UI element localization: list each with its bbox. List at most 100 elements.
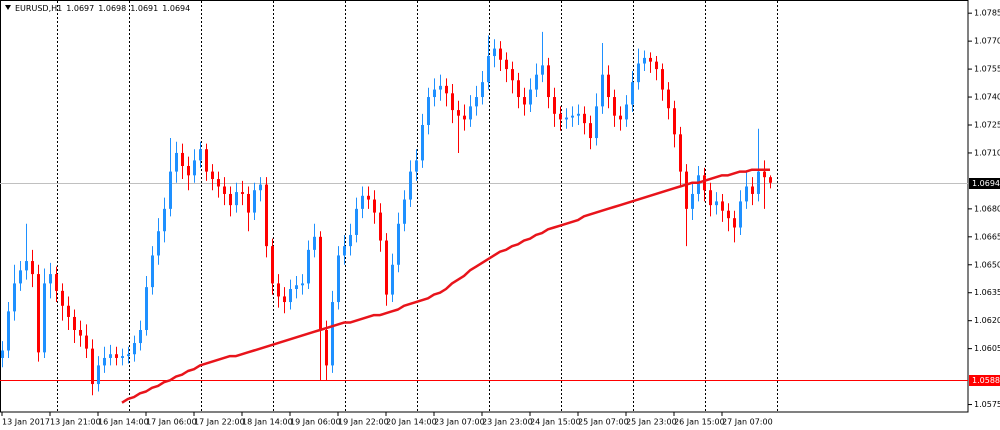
y-tick-label: 1.0605 — [974, 344, 1000, 353]
candle-body — [295, 285, 298, 289]
candle-body — [445, 85, 448, 94]
candle-body — [523, 97, 526, 105]
candle-body — [277, 283, 280, 297]
symbol: EURUSD,H1 — [15, 4, 62, 13]
candle-body — [739, 201, 742, 228]
candle-body — [337, 255, 340, 303]
candle-body — [631, 82, 634, 105]
candle-body — [691, 193, 694, 209]
x-tick-label: 25 Jan 07:00 — [578, 418, 629, 427]
candle-body — [703, 175, 706, 191]
candle-body — [655, 61, 658, 70]
candle-body — [343, 246, 346, 256]
candle-body — [181, 152, 184, 166]
candle-body — [439, 85, 442, 90]
candle-body — [283, 296, 286, 303]
candle-body — [661, 69, 664, 90]
candle-body — [85, 335, 88, 349]
x-tick-label: 13 Jan 2017 — [2, 418, 50, 427]
y-tick-label: 1.0785 — [974, 9, 1000, 18]
candle-body — [769, 177, 772, 183]
candle-body — [373, 199, 376, 213]
candle-body — [589, 123, 592, 139]
candle-body — [223, 186, 226, 194]
candle-body — [751, 186, 754, 194]
candle-body — [535, 74, 538, 90]
candle-body — [505, 59, 508, 70]
candle-body — [403, 199, 406, 224]
y-tick-label: 1.0710 — [974, 148, 1000, 157]
candle-body — [79, 330, 82, 336]
plot-frame — [0, 0, 969, 413]
header-close: 1.0694 — [162, 4, 190, 13]
candle-body — [133, 343, 136, 355]
candle-body — [247, 193, 250, 213]
candle-body — [385, 240, 388, 295]
header-high: 1.0698 — [98, 4, 126, 13]
y-tick-label: 1.0770 — [974, 37, 1000, 46]
candle-body — [481, 82, 484, 98]
x-tick-label: 25 Jan 23:00 — [626, 418, 677, 427]
candle-body — [217, 179, 220, 187]
candle-body — [151, 255, 154, 288]
candle-body — [259, 184, 262, 191]
candle-body — [643, 57, 646, 64]
candle-body — [427, 97, 430, 125]
x-tick-label: 23 Jan 07:00 — [434, 418, 485, 427]
y-tick-label: 1.0620 — [974, 316, 1000, 325]
candle-body — [265, 184, 268, 247]
candle-body — [451, 93, 454, 111]
candle-body — [391, 264, 394, 295]
candle-body — [649, 57, 652, 62]
price-label-box — [969, 375, 1000, 386]
candle-body — [469, 106, 472, 120]
candle-body — [379, 212, 382, 241]
x-tick-label: 19 Jan 06:00 — [290, 418, 341, 427]
candle-body — [529, 89, 532, 105]
candle-body — [109, 354, 112, 358]
price-label-box — [969, 178, 1000, 189]
candle-body — [253, 190, 256, 213]
x-tick-label: 20 Jan 14:00 — [386, 418, 437, 427]
x-tick-label: 19 Jan 22:00 — [338, 418, 389, 427]
candle-body — [583, 113, 586, 124]
candle-body — [685, 171, 688, 209]
candle-body — [397, 223, 400, 265]
y-tick-label: 1.0635 — [974, 288, 1000, 297]
candle-body — [361, 195, 364, 209]
candle-body — [517, 80, 520, 98]
candle-body — [349, 234, 352, 247]
y-tick-label: 1.0725 — [974, 121, 1000, 130]
x-tick-label: 13 Jan 21:00 — [50, 418, 101, 427]
chart-header: EURUSD,H1 1.0697 1.0698 1.0691 1.0694 — [15, 4, 190, 13]
candle-body — [211, 171, 214, 180]
candle-body — [331, 302, 334, 366]
candle-body — [103, 357, 106, 366]
candle-body — [235, 192, 238, 206]
x-tick-label: 18 Jan 14:00 — [242, 418, 293, 427]
candle-body — [301, 283, 304, 286]
candle-body — [727, 210, 730, 219]
x-tick-label: 17 Jan 06:00 — [146, 418, 197, 427]
candle-body — [49, 274, 52, 284]
x-tick-label: 24 Jan 15:00 — [530, 418, 581, 427]
x-tick-label: 27 Jan 07:00 — [722, 418, 773, 427]
menu-triangle[interactable] — [5, 5, 11, 10]
candle-body — [241, 192, 244, 194]
header-low: 1.0691 — [130, 4, 158, 13]
candle-body — [637, 63, 640, 83]
candle-body — [763, 171, 766, 178]
x-tick-label: 16 Jan 14:00 — [98, 418, 149, 427]
x-tick-label: 23 Jan 23:00 — [482, 418, 533, 427]
candle-body — [157, 231, 160, 256]
y-tick-label: 1.0740 — [974, 93, 1000, 102]
candle-body — [367, 195, 370, 200]
candle-body — [733, 218, 736, 228]
candle-body — [499, 48, 502, 60]
candle-body — [595, 106, 598, 139]
candle-body — [7, 311, 10, 351]
candle-body — [571, 115, 574, 118]
candle-body — [61, 290, 64, 306]
